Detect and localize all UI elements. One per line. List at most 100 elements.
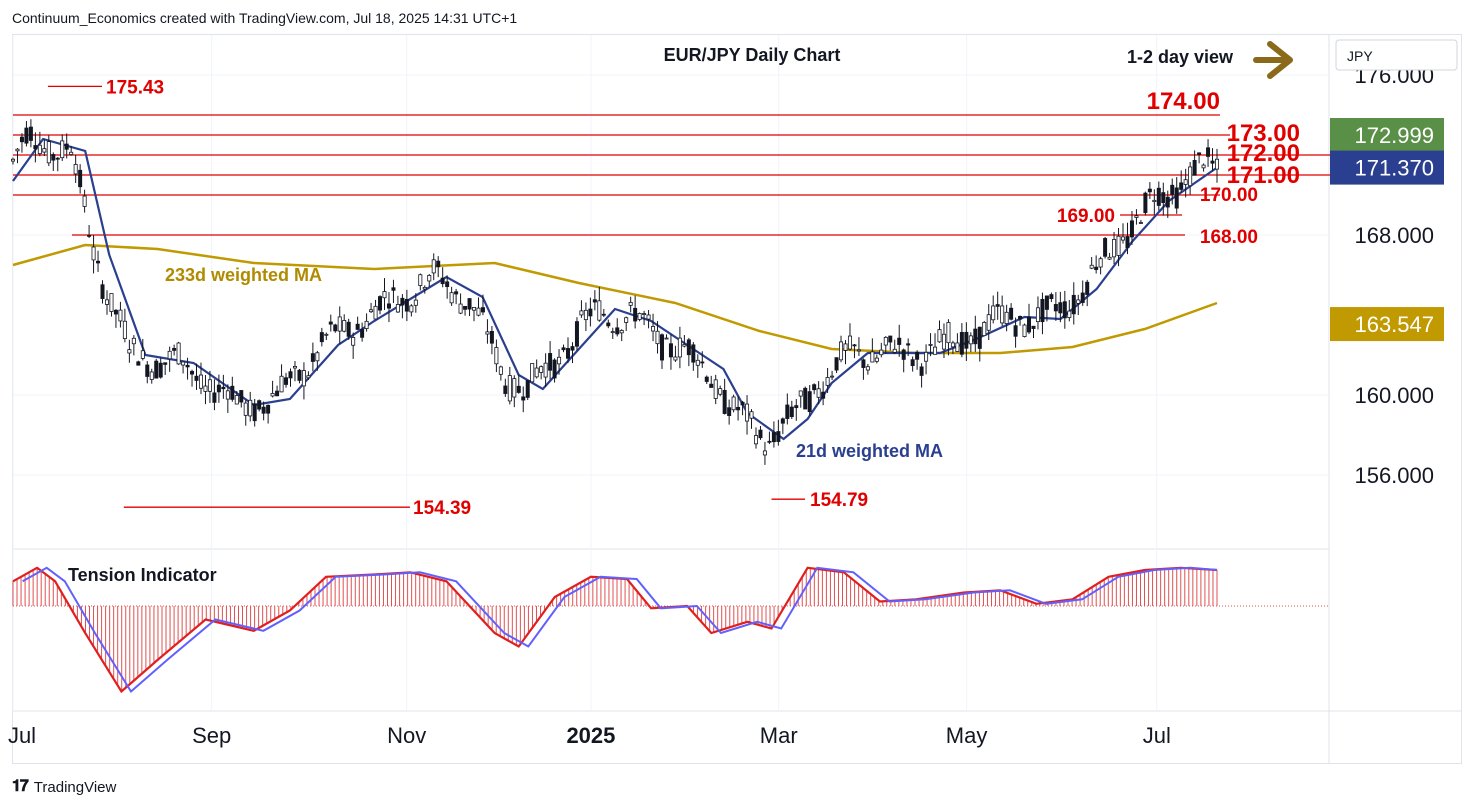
candle-body xyxy=(655,330,660,345)
candle-body xyxy=(1152,199,1157,203)
candle-body xyxy=(668,343,673,358)
candle-body xyxy=(789,406,794,418)
candle-body xyxy=(91,246,96,261)
candle-body xyxy=(633,307,638,322)
candle-body xyxy=(825,377,830,386)
level-label: 171.00 xyxy=(1227,162,1300,189)
candle-body xyxy=(436,260,441,268)
candle-body xyxy=(1103,238,1108,257)
candle-body xyxy=(888,335,893,343)
candle-body xyxy=(579,310,584,316)
candle-body xyxy=(642,313,647,315)
candle-body xyxy=(1004,311,1009,324)
candle-body xyxy=(803,387,808,410)
currency-selector[interactable] xyxy=(1335,39,1458,71)
candle-body xyxy=(722,390,727,414)
candle-body xyxy=(910,359,915,367)
candle-body xyxy=(749,411,754,419)
candle-body xyxy=(700,361,705,364)
candle-body xyxy=(391,287,396,291)
candle-body xyxy=(449,292,454,304)
candle-body xyxy=(292,366,297,369)
candle-body xyxy=(60,140,65,159)
candle-body xyxy=(973,328,978,345)
candle-body xyxy=(776,431,781,442)
price-badge-label: 163.547 xyxy=(1354,312,1434,337)
candle-body xyxy=(892,348,897,353)
candle-body xyxy=(1129,220,1134,238)
candle-body xyxy=(328,321,333,325)
candle-body xyxy=(673,356,678,361)
candle-body xyxy=(467,298,472,310)
candle-body xyxy=(1071,294,1076,315)
candle-body xyxy=(847,335,852,350)
candle-body xyxy=(207,379,212,392)
candle-body xyxy=(51,154,56,161)
candle-body xyxy=(1188,166,1193,187)
candle-body xyxy=(203,385,208,392)
candle-body xyxy=(1053,304,1058,312)
candle-body xyxy=(691,344,696,363)
candle-body xyxy=(212,392,217,403)
candle-body xyxy=(928,343,933,346)
candle-body xyxy=(583,309,588,321)
candle-body xyxy=(812,384,817,391)
candle-body xyxy=(561,347,566,351)
candle-body xyxy=(15,148,20,152)
candle-body xyxy=(758,429,763,439)
candle-body xyxy=(1000,305,1005,324)
candle-body xyxy=(780,418,785,424)
candle-body xyxy=(865,366,870,371)
candle-body xyxy=(646,314,651,320)
candle-body xyxy=(1192,160,1197,176)
level-label: 170.00 xyxy=(1200,185,1258,206)
extreme-label: 154.79 xyxy=(810,490,868,511)
price-badge-label: 171.370 xyxy=(1354,156,1434,181)
candle-body xyxy=(82,195,87,207)
candle-body xyxy=(830,375,835,378)
candle-body xyxy=(615,327,620,335)
candle-body xyxy=(194,375,199,381)
tradingview-logo[interactable]: 𝟏𝟕 TradingView xyxy=(12,778,116,796)
candle-body xyxy=(476,307,481,316)
candle-body xyxy=(606,322,611,327)
candle-body xyxy=(319,332,324,343)
candle-body xyxy=(767,440,772,443)
candle-body xyxy=(337,316,342,332)
candle-body xyxy=(745,403,750,422)
candle-body xyxy=(118,309,123,322)
candle-body xyxy=(552,359,557,379)
candle-body xyxy=(879,349,884,356)
candle-body xyxy=(856,349,861,352)
candle-body xyxy=(619,330,624,334)
candle-body xyxy=(1179,182,1184,190)
candle-body xyxy=(239,390,244,403)
candle-body xyxy=(521,396,526,401)
candle-body xyxy=(24,127,29,144)
candle-body xyxy=(154,360,159,379)
candle-body xyxy=(431,259,436,274)
candle-body xyxy=(548,353,553,371)
candle-body xyxy=(1197,152,1202,155)
candle-body xyxy=(906,343,911,346)
candle-body xyxy=(1215,158,1220,170)
candle-body xyxy=(959,332,964,355)
candle-body xyxy=(422,286,427,290)
candle-body xyxy=(275,390,280,397)
candle-body xyxy=(1031,325,1036,329)
candle-body xyxy=(140,350,145,359)
candle-body xyxy=(1009,307,1014,320)
candle-body xyxy=(494,347,499,365)
candle-body xyxy=(333,324,338,332)
candle-body xyxy=(1165,196,1170,208)
candle-body xyxy=(418,274,423,286)
candle-body xyxy=(539,366,544,373)
level-label: 173.00 xyxy=(1227,120,1300,147)
grid-layer xyxy=(12,35,1329,711)
candle-body xyxy=(346,321,351,337)
candle-body xyxy=(46,141,51,164)
candle-body xyxy=(315,352,320,362)
candle-body xyxy=(1147,188,1152,193)
candle-body xyxy=(785,404,790,419)
